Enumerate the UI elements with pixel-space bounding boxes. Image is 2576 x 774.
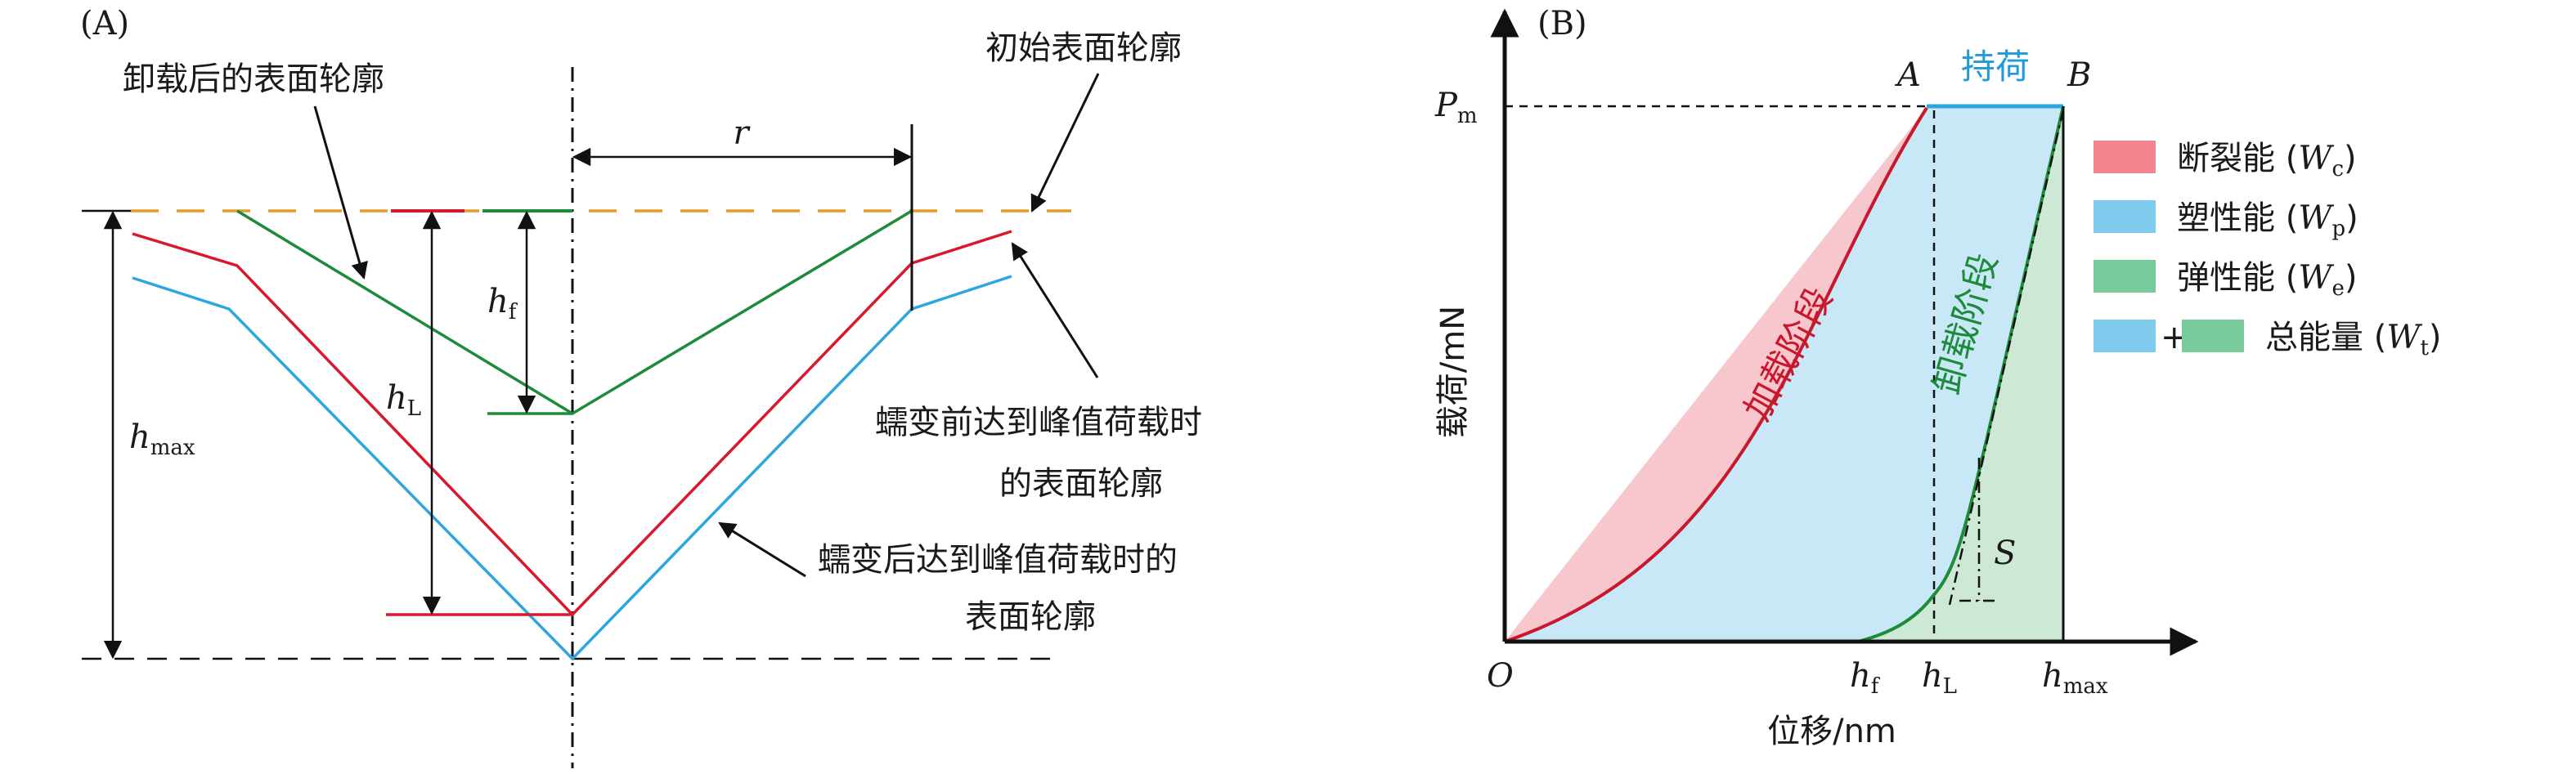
legend-item-fracture: 断裂能 (Wc) bbox=[2177, 140, 2357, 181]
pm-label: Pm bbox=[1434, 87, 1478, 128]
after-creep-pointer bbox=[718, 521, 806, 578]
annotation-after-creep-line2: 表面轮廓 bbox=[965, 598, 1096, 636]
x-tick-hf: hf bbox=[1850, 657, 1881, 699]
after-creep-profile bbox=[132, 275, 1012, 661]
point-a-label: A bbox=[1894, 56, 1921, 94]
loading-curve bbox=[1504, 106, 1928, 643]
x-axis-label: 位移/nm bbox=[1767, 713, 1896, 750]
panel-b: (B) 载荷/mN 位移/nm O Pm hf hL hmax bbox=[1434, 5, 2442, 750]
hl-symbol: hL bbox=[386, 379, 421, 421]
legend-item-total: 总能量 (Wt) bbox=[2265, 319, 2442, 360]
hold-label: 持荷 bbox=[1961, 47, 2030, 87]
before-creep-pointer bbox=[1011, 242, 1099, 378]
legend-swatch-elastic bbox=[2094, 260, 2156, 293]
annotation-after-creep-line1: 蠕变后达到峰值荷载时的 bbox=[818, 541, 1178, 579]
annotation-before-creep-line1: 蠕变前达到峰值荷载时 bbox=[875, 404, 1202, 441]
r-symbol: r bbox=[733, 114, 751, 152]
annotation-initial: 初始表面轮廓 bbox=[985, 29, 1182, 67]
fracture-energy-fill bbox=[1505, 108, 1927, 642]
legend-swatch-fracture bbox=[2094, 141, 2156, 173]
after-unload-pointer bbox=[313, 105, 368, 280]
legend-item-plastic: 塑性能 (Wp) bbox=[2177, 199, 2358, 241]
point-b-label: B bbox=[2067, 56, 2091, 94]
legend: 断裂能 (Wc) 塑性能 (Wp) 弹性能 (We) + 总能量 (Wt) bbox=[2094, 140, 2442, 360]
stiffness-label: S bbox=[1994, 535, 2016, 572]
unloading-curve bbox=[1857, 105, 2065, 643]
y-axis-label: 载荷/mN bbox=[1434, 306, 1472, 438]
plastic-energy-fill bbox=[1505, 106, 2063, 642]
annotation-before-creep-line2: 的表面轮廓 bbox=[999, 465, 1163, 503]
annotation-after-unload: 卸载后的表面轮廓 bbox=[123, 60, 384, 98]
legend-swatch-plastic bbox=[2094, 200, 2156, 233]
unloaded-profile bbox=[236, 209, 913, 416]
stiffness-tangent-line bbox=[1948, 109, 2065, 606]
x-tick-hl: hL bbox=[1922, 657, 1957, 699]
legend-item-elastic: 弹性能 (We) bbox=[2177, 259, 2357, 301]
initial-pointer bbox=[1030, 73, 1100, 213]
legend-swatch-total-elastic bbox=[2182, 320, 2244, 352]
elastic-energy-fill bbox=[1858, 106, 2063, 642]
panel-b-label: (B) bbox=[1537, 5, 1587, 43]
panel-a-label: (A) bbox=[80, 5, 129, 43]
panel-a: (A) r hmax hL hf 卸载后的表 bbox=[80, 5, 1202, 768]
origin-label: O bbox=[1487, 657, 1514, 695]
legend-swatch-total-plastic bbox=[2094, 320, 2156, 352]
hmax-symbol: hmax bbox=[129, 418, 195, 460]
x-tick-hmax: hmax bbox=[2042, 657, 2108, 699]
hf-symbol: hf bbox=[487, 283, 518, 324]
fracture-energy-area bbox=[1505, 108, 1927, 642]
